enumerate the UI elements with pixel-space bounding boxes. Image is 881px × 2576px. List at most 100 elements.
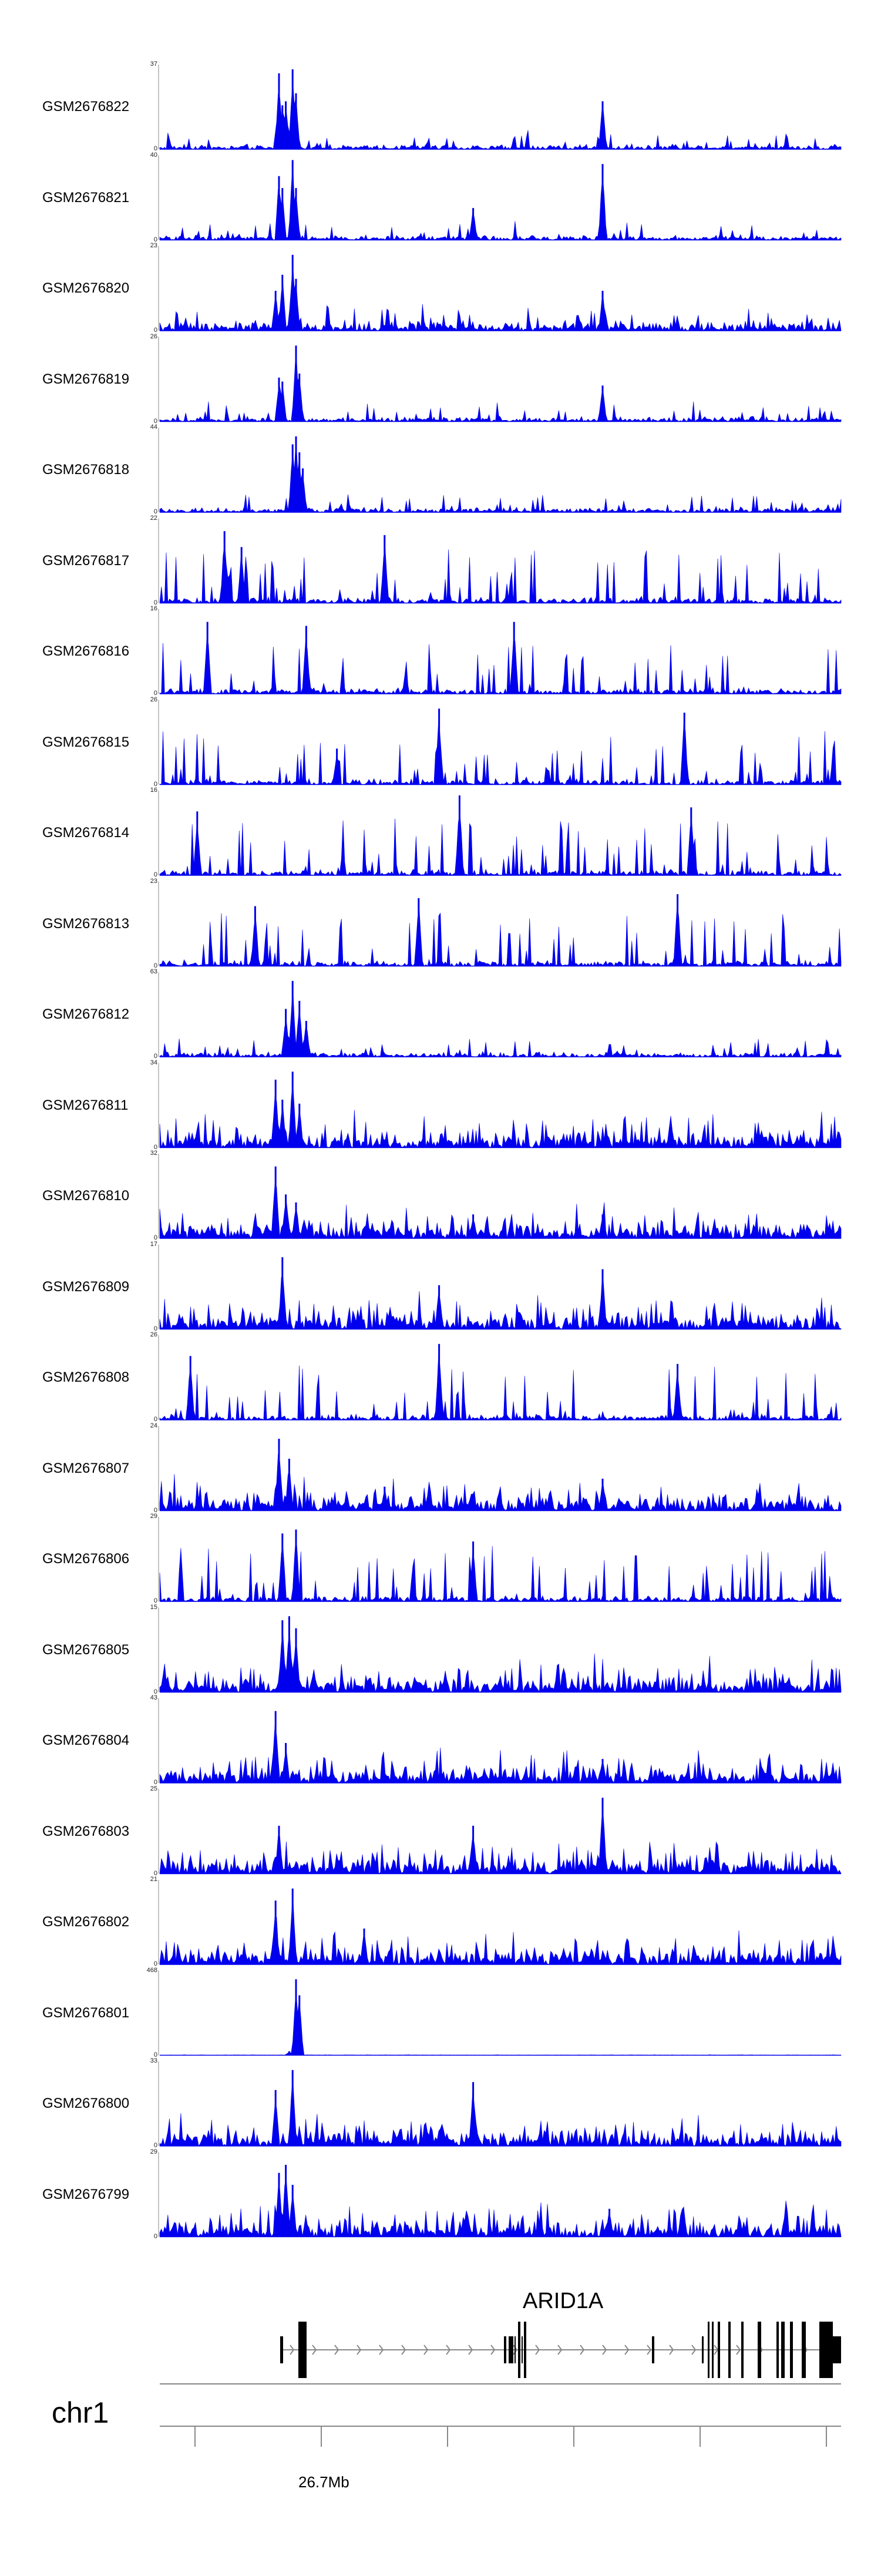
gene-exon	[718, 2322, 720, 2378]
strand-arrow	[446, 2345, 451, 2355]
track-plot	[158, 428, 842, 513]
y-min-tick-label: 0	[153, 2232, 157, 2240]
gene-exon	[708, 2322, 709, 2378]
y-min-tick-label: 0	[153, 780, 157, 788]
track-label: GSM2676811	[42, 1097, 129, 1113]
signal-area	[159, 1894, 842, 1965]
y-min-tick-label: 0	[153, 236, 157, 243]
y-max-tick-label: 37	[150, 61, 157, 68]
gene-exon	[790, 2322, 793, 2378]
track-plot	[158, 1517, 842, 1603]
strand-arrow	[423, 2345, 429, 2355]
track-label: GSM2676813	[42, 915, 130, 932]
signal-area	[159, 1350, 842, 1421]
y-max-tick-label: 63	[150, 968, 157, 975]
y-max-tick-label: 16	[150, 605, 157, 612]
y-min-tick-label: 0	[153, 690, 157, 697]
y-min-tick-label: 0	[153, 1779, 157, 1786]
track-plot	[158, 609, 842, 694]
y-min-tick-label: 0	[153, 327, 157, 334]
gene-exon	[781, 2322, 785, 2378]
track-label: GSM2676818	[42, 462, 130, 478]
strand-arrow	[379, 2345, 384, 2355]
y-max-tick-label: 17	[150, 1240, 157, 1248]
track-label: GSM2676802	[42, 1914, 130, 1930]
track-label: GSM2676820	[42, 280, 130, 296]
strand-arrow	[602, 2345, 607, 2355]
y-min-tick-label: 0	[153, 2051, 157, 2058]
signal-area	[159, 2077, 842, 2147]
track-plot	[158, 518, 842, 604]
track-label: GSM2676822	[42, 99, 130, 115]
y-max-tick-label: 33	[150, 2057, 157, 2064]
y-min-tick-label: 0	[153, 417, 157, 425]
strand-arrow	[490, 2345, 496, 2355]
track-label: GSM2676804	[42, 1732, 130, 1748]
track-plot	[158, 155, 842, 241]
track-label: GSM2676803	[42, 1823, 130, 1839]
gene-model	[160, 2322, 841, 2447]
gene-exon	[728, 2322, 731, 2378]
strand-arrow	[736, 2345, 741, 2355]
y-min-tick-label: 0	[153, 1143, 157, 1151]
signal-area	[159, 2178, 842, 2238]
track-label: GSM2676821	[42, 189, 130, 206]
track-plot	[158, 1244, 842, 1330]
y-min-tick-label: 0	[153, 1597, 157, 1604]
gene-exon	[504, 2336, 506, 2363]
strand-arrow	[357, 2345, 362, 2355]
y-min-tick-label: 0	[153, 1234, 157, 1241]
track-plot	[158, 881, 842, 967]
signal-area	[159, 543, 842, 604]
track-plot	[158, 1970, 842, 2056]
y-min-tick-label: 0	[153, 1960, 157, 1967]
track-plot	[158, 1426, 842, 1512]
strand-arrow	[647, 2345, 652, 2355]
track-label: GSM2676816	[42, 643, 130, 659]
track-label: GSM2676805	[42, 1641, 130, 1658]
track-label: GSM2676806	[42, 1551, 130, 1567]
gene-exon	[522, 2336, 523, 2363]
gene-exon	[802, 2322, 806, 2378]
track-label: GSM2676812	[42, 1006, 130, 1022]
gene-exon	[652, 2336, 654, 2363]
y-min-tick-label: 0	[153, 1416, 157, 1423]
y-max-tick-label: 34	[150, 1059, 157, 1066]
y-min-tick-label: 0	[153, 1506, 157, 1514]
track-plot	[158, 2152, 842, 2238]
y-min-tick-label: 0	[153, 871, 157, 878]
strand-arrow	[535, 2345, 540, 2355]
track-plot	[158, 972, 842, 1057]
track-label: GSM2676809	[42, 1278, 130, 1295]
y-min-tick-label: 0	[153, 962, 157, 969]
signal-area	[159, 1082, 842, 1148]
y-max-tick-label: 22	[150, 514, 157, 522]
gene-exon	[509, 2336, 513, 2363]
track-plot	[158, 337, 842, 422]
gene-exon	[515, 2336, 516, 2363]
strand-arrow	[580, 2345, 585, 2355]
gene-exon	[741, 2322, 744, 2378]
y-min-tick-label: 0	[153, 508, 157, 515]
gene-exon	[702, 2336, 704, 2363]
signal-area	[159, 904, 842, 967]
strand-arrow	[468, 2345, 473, 2355]
y-min-tick-label: 0	[153, 1688, 157, 1695]
track-plot	[158, 1607, 842, 1693]
gene-annotation-area	[0, 2279, 881, 2573]
coordinate-tick-label: 26.7Mb	[298, 2473, 349, 2491]
strand-arrow	[691, 2345, 697, 2355]
y-max-tick-label: 16	[150, 787, 157, 794]
y-max-tick-label: 26	[150, 333, 157, 340]
track-plot	[158, 1335, 842, 1421]
gene-exon	[280, 2336, 283, 2363]
gene-exon	[298, 2322, 307, 2378]
signal-tracks: GSM2676822 37 0 GSM2676821 40 0 GSM2676820 23 0 G…	[42, 61, 842, 2240]
gene-exon	[819, 2322, 833, 2378]
gene-exon	[518, 2322, 520, 2378]
signal-area	[159, 717, 842, 785]
y-max-tick-label: 29	[150, 1513, 157, 1520]
track-label: GSM2676800	[42, 2095, 130, 2111]
signal-area	[159, 1270, 842, 1330]
y-max-tick-label: 23	[150, 877, 157, 885]
